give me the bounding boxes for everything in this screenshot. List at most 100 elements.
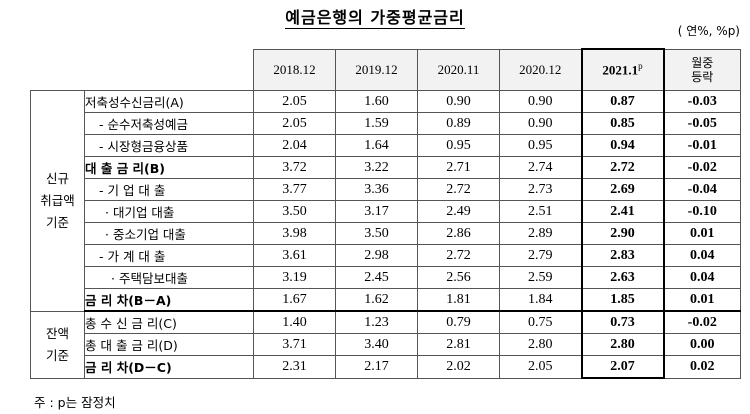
rate-cell: 2.80 — [499, 333, 582, 356]
row-label: · 중소기업 대출 — [84, 222, 254, 245]
rate-cell: 3.77 — [253, 178, 336, 201]
rate-cell: 1.40 — [253, 310, 336, 334]
row-label: 금 리 차(B－A) — [84, 288, 254, 312]
rate-cell: 1.81 — [417, 288, 500, 312]
rate-cell: 1.62 — [335, 288, 418, 312]
change-cell: 0.01 — [663, 222, 741, 245]
rate-cell: 2.89 — [499, 222, 582, 245]
rate-cell: 3.61 — [253, 244, 336, 267]
rate-cell: 2.02 — [417, 355, 500, 379]
rate-cell: 0.90 — [499, 112, 582, 135]
table-row: 총 대 출 금 리(D) 3.71 3.40 2.81 2.80 2.80 0.00 — [31, 333, 741, 356]
row-label: · 주택담보대출 — [84, 266, 254, 289]
rate-cell: 1.23 — [335, 310, 418, 334]
row-label: 총 대 출 금 리(D) — [84, 333, 254, 356]
rate-cell: 1.67 — [253, 288, 336, 312]
rate-cell: 2.45 — [335, 266, 418, 289]
table-row: - 시장형금융상품 2.04 1.64 0.95 0.95 0.94 -0.01 — [31, 134, 741, 157]
rate-cell: 2.49 — [417, 200, 500, 223]
rate-cell-highlight: 2.72 — [580, 156, 665, 179]
change-cell: -0.03 — [663, 90, 741, 113]
rate-cell-highlight: 1.85 — [580, 288, 665, 312]
change-cell: 0.00 — [663, 333, 741, 356]
rate-cell: 2.74 — [499, 156, 582, 179]
group-label-new: 신규 취급액 기준 — [30, 90, 85, 312]
rate-cell: 2.72 — [417, 244, 500, 267]
change-cell: -0.02 — [663, 310, 741, 334]
rate-cell: 3.50 — [335, 222, 418, 245]
rate-cell-highlight: 2.80 — [580, 333, 665, 356]
change-cell: -0.05 — [663, 112, 741, 135]
change-cell: 0.02 — [663, 355, 741, 379]
rate-cell: 2.71 — [417, 156, 500, 179]
table-row: 신규 취급액 기준 저축성수신금리(A) 2.05 1.60 0.90 0.90 0.87 -0.… — [30, 90, 741, 312]
rate-cell: 3.50 — [253, 200, 336, 223]
rate-cell: 0.75 — [499, 310, 582, 334]
header-col: 2020.11 — [417, 48, 500, 91]
rate-cell: 1.84 — [499, 288, 582, 312]
change-cell: -0.02 — [663, 156, 741, 179]
rate-cell: 2.98 — [335, 244, 418, 267]
rate-cell: 2.51 — [499, 200, 582, 223]
rate-cell-highlight: 2.69 — [580, 178, 665, 201]
rate-cell: 0.90 — [417, 90, 500, 113]
rate-cell: 2.05 — [253, 112, 336, 135]
rate-cell: 2.04 — [253, 134, 336, 157]
rate-cell: 0.95 — [499, 134, 582, 157]
change-cell: 0.04 — [663, 244, 741, 267]
table-row: - 가 계 대 출 3.61 2.98 2.72 2.79 2.83 0.04 — [31, 244, 741, 267]
rate-cell: 3.72 — [253, 156, 336, 179]
row-label: · 대기업 대출 — [84, 200, 254, 223]
row-label: - 순수저축성예금 — [84, 112, 254, 135]
rate-cell-highlight: 0.73 — [580, 310, 665, 334]
rate-cell: 3.40 — [335, 333, 418, 356]
rate-cell: 3.71 — [253, 333, 336, 356]
header-row: 2018.12 2019.12 2020.11 2020.12 2021.1p … — [30, 48, 741, 91]
rate-cell-highlight: 0.85 — [580, 112, 665, 135]
row-label: 저축성수신금리(A) — [84, 90, 254, 113]
rate-cell: 3.17 — [335, 200, 418, 223]
rate-cell: 1.64 — [335, 134, 418, 157]
header-col-highlight: 2021.1p — [580, 48, 665, 91]
rate-cell: 1.60 — [335, 90, 418, 113]
table-title: 예금은행의 가중평균금리 — [285, 8, 465, 29]
table-row: 금 리 차(D－C) 2.31 2.17 2.02 2.05 2.07 0.02 — [31, 355, 741, 379]
table-row: - 기 업 대 출 3.77 3.36 2.72 2.73 2.69 -0.04 — [31, 178, 741, 201]
rate-cell: 2.56 — [417, 266, 500, 289]
rate-cell-highlight: 2.07 — [580, 355, 665, 379]
table-row: - 순수저축성예금 2.05 1.59 0.89 0.90 0.85 -0.05 — [31, 112, 741, 135]
group-label-balance: 잔액 기준 — [30, 310, 85, 379]
rate-cell: 0.89 — [417, 112, 500, 135]
rate-cell-highlight: 0.94 — [580, 134, 665, 157]
unit-label: ( 연%, %p) — [677, 24, 740, 38]
table-row: · 중소기업 대출 3.98 3.50 2.86 2.89 2.90 0.01 — [31, 222, 741, 245]
rate-cell: 3.36 — [335, 178, 418, 201]
change-cell: 0.04 — [663, 266, 741, 289]
rate-cell: 3.22 — [335, 156, 418, 179]
table-row: 금 리 차(B－A) 1.67 1.62 1.81 1.84 1.85 0.01 — [31, 288, 741, 312]
table-row: 대 출 금 리(B) 3.72 3.22 2.71 2.74 2.72 -0.02 — [31, 156, 741, 179]
rate-cell: 2.81 — [417, 333, 500, 356]
header-col: 2018.12 — [253, 48, 336, 91]
rate-cell: 2.72 — [417, 178, 500, 201]
rate-cell: 0.95 — [417, 134, 500, 157]
rate-cell: 2.79 — [499, 244, 582, 267]
rate-cell: 2.73 — [499, 178, 582, 201]
rate-cell: 3.98 — [253, 222, 336, 245]
rate-cell: 2.17 — [335, 355, 418, 379]
header-col-change: 월중 등락 — [663, 48, 741, 91]
change-cell: 0.01 — [663, 288, 741, 312]
rate-cell: 0.90 — [499, 90, 582, 113]
rate-cell: 2.59 — [499, 266, 582, 289]
change-cell: -0.10 — [663, 200, 741, 223]
change-cell: -0.04 — [663, 178, 741, 201]
header-col: 2019.12 — [335, 48, 418, 91]
rate-cell-highlight: 2.83 — [580, 244, 665, 267]
rate-cell-highlight: 2.63 — [580, 266, 665, 289]
row-label: 금 리 차(D－C) — [84, 355, 254, 379]
rate-cell: 3.19 — [253, 266, 336, 289]
rate-cell-highlight: 0.87 — [580, 90, 665, 113]
rate-cell: 2.05 — [499, 355, 582, 379]
row-label: 총 수 신 금 리(C) — [84, 310, 254, 334]
rate-cell-highlight: 2.90 — [580, 222, 665, 245]
